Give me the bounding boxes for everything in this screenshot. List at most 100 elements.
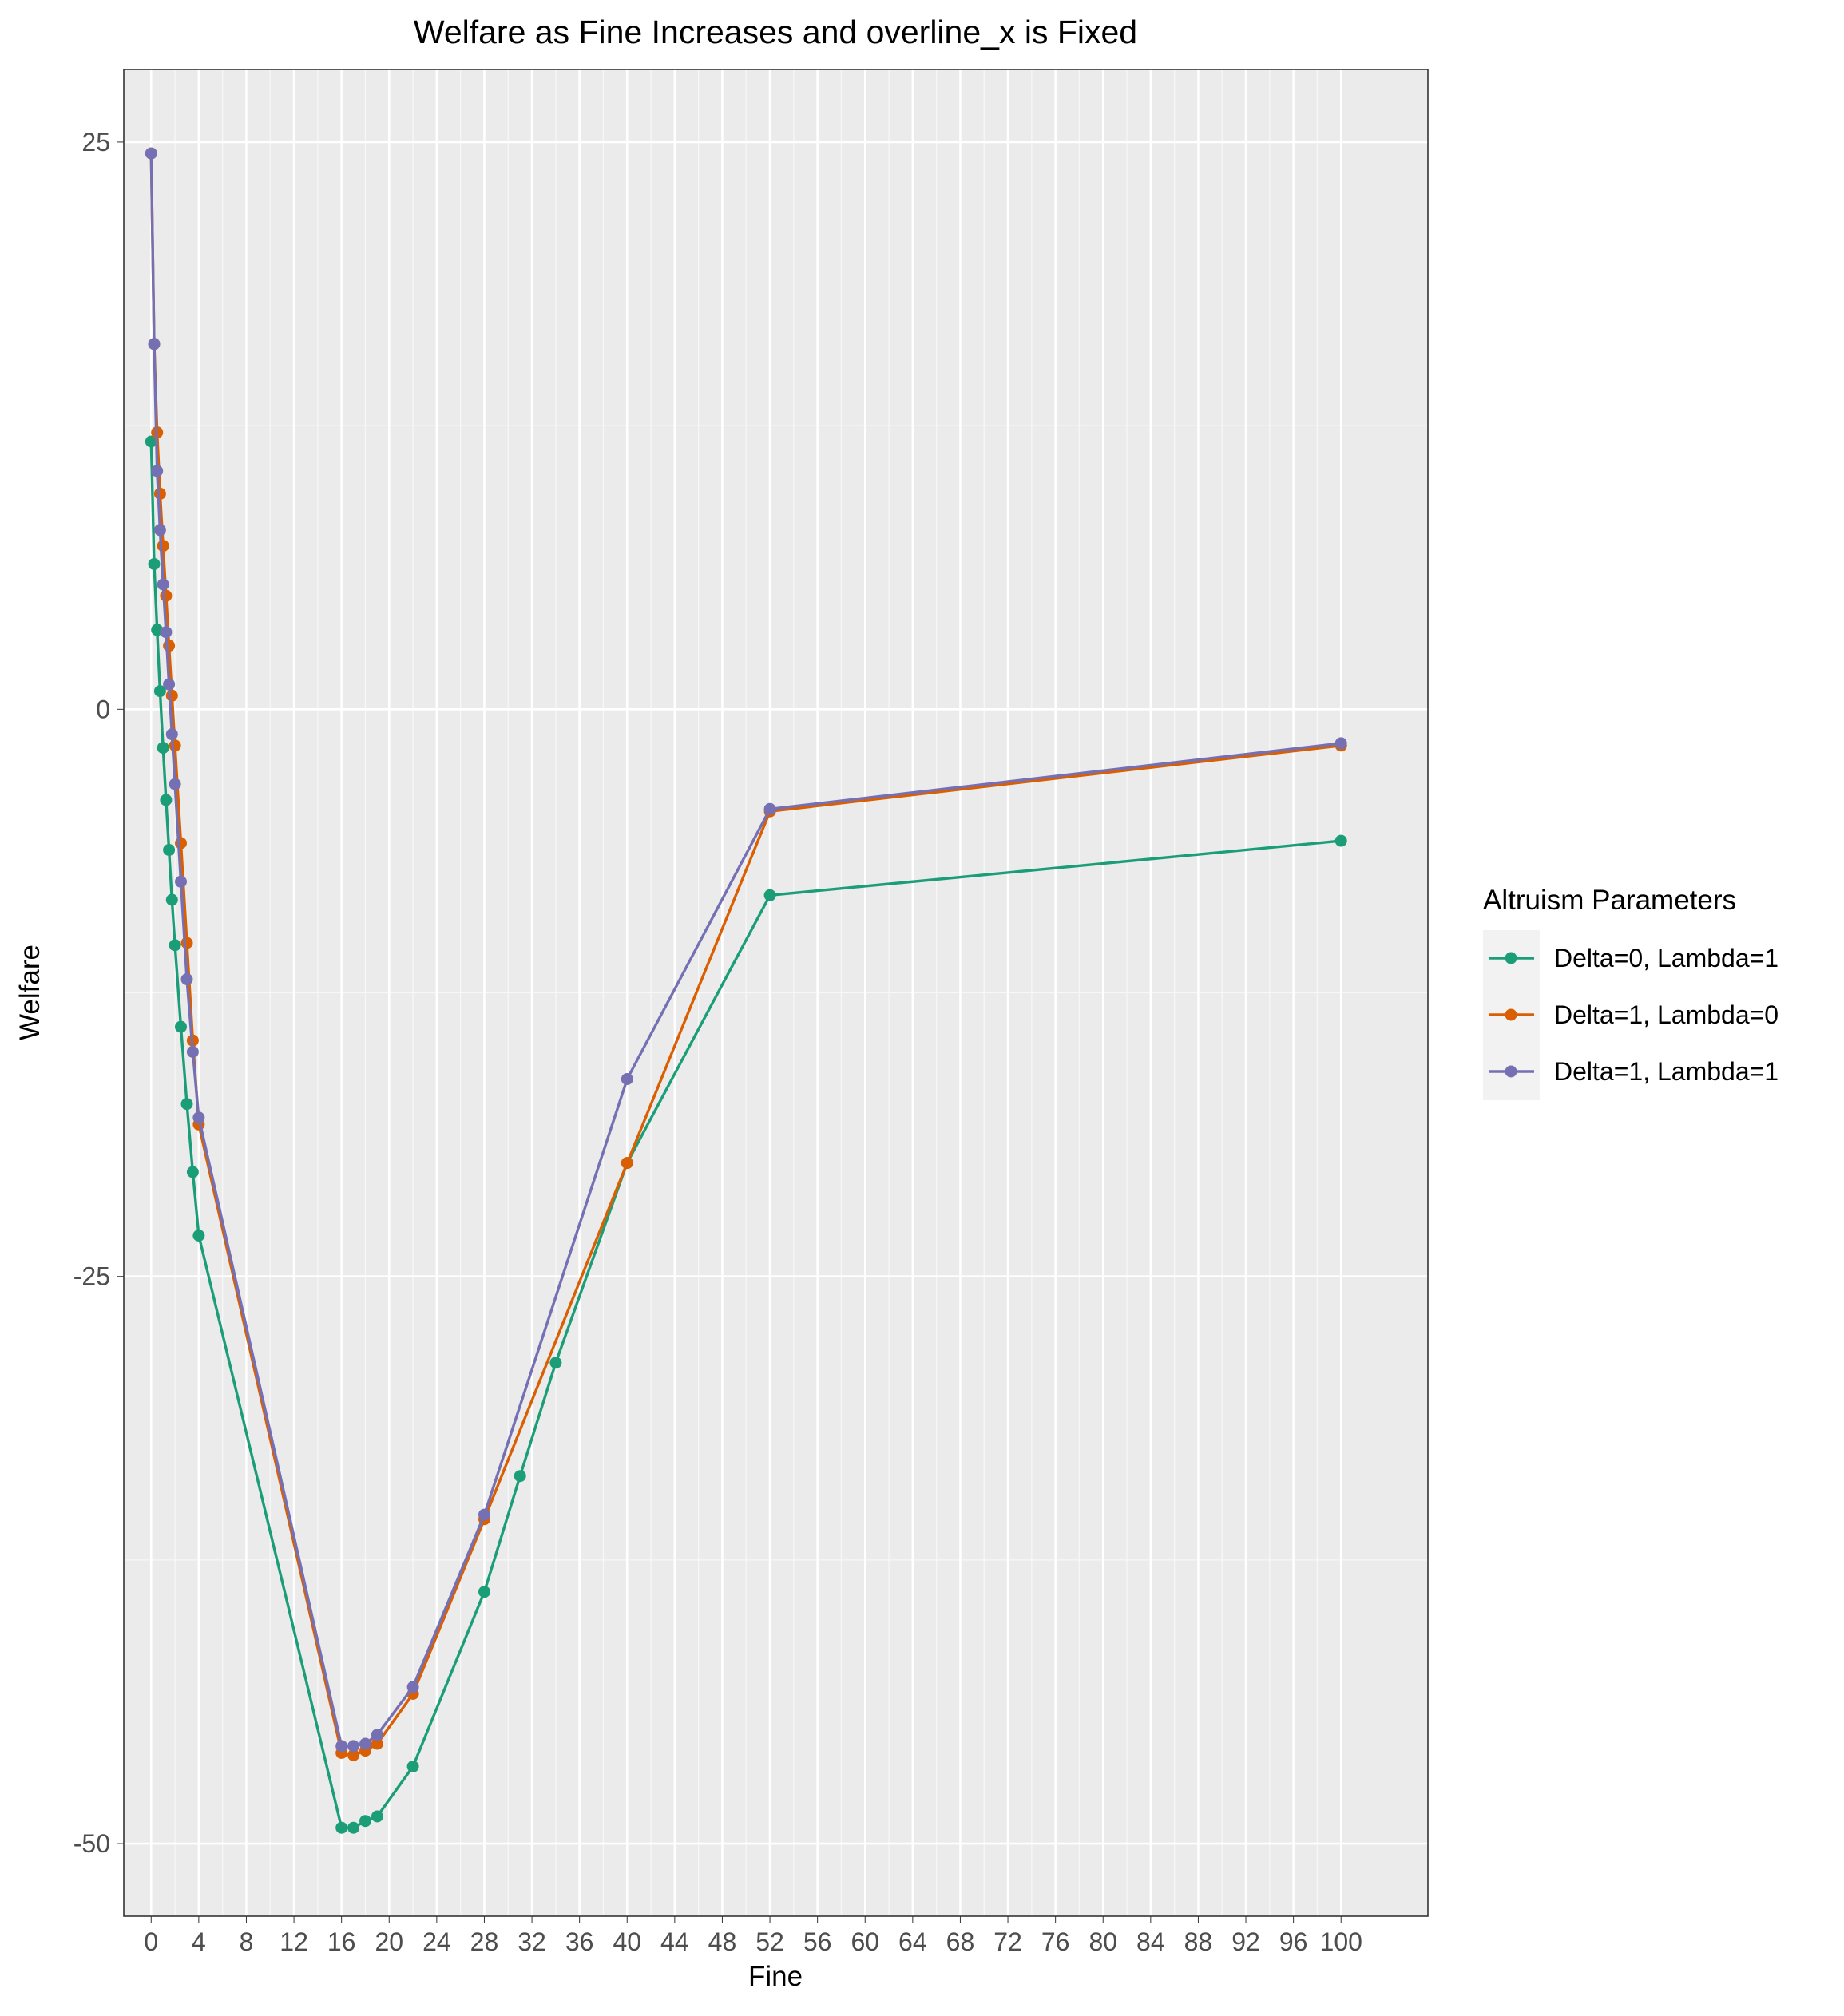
data-point <box>514 1470 526 1483</box>
legend: Altruism Parameters Delta=0, Lambda=1Del… <box>1483 885 1779 1100</box>
x-tick-label: 96 <box>1279 1927 1308 1956</box>
data-point <box>1334 737 1347 750</box>
chart-title: Welfare as Fine Increases and overline_x… <box>414 14 1137 50</box>
data-point <box>153 487 166 500</box>
data-point <box>169 739 181 752</box>
x-tick-label: 56 <box>803 1927 832 1956</box>
series-group <box>145 435 1347 1834</box>
data-point <box>165 728 178 741</box>
data-point <box>192 1111 205 1124</box>
data-point <box>347 1821 360 1834</box>
data-point <box>763 802 776 815</box>
x-tick-label: 100 <box>1320 1927 1362 1956</box>
x-tick-label: 88 <box>1184 1927 1213 1956</box>
data-point <box>359 1737 371 1750</box>
legend-label: Delta=0, Lambda=1 <box>1554 944 1779 972</box>
data-point <box>478 1586 490 1598</box>
data-point <box>192 1230 205 1242</box>
x-tick-label: 12 <box>280 1927 308 1956</box>
data-point <box>175 875 187 888</box>
x-axis-title: Fine <box>748 1961 803 1992</box>
data-point <box>157 742 169 755</box>
data-point <box>335 1740 348 1753</box>
x-tick-label: 48 <box>708 1927 737 1956</box>
legend-key-point <box>1505 1008 1517 1021</box>
legend-title: Altruism Parameters <box>1483 885 1736 916</box>
data-point <box>148 558 161 570</box>
x-tick-label: 72 <box>993 1927 1022 1956</box>
x-tick-label: 68 <box>946 1927 975 1956</box>
x-tick-label: 24 <box>422 1927 451 1956</box>
x-tick-label: 0 <box>144 1927 158 1956</box>
data-point <box>151 465 164 477</box>
series-line <box>149 441 1342 1829</box>
data-point <box>145 147 157 160</box>
data-point <box>160 589 173 602</box>
x-tick-label: 84 <box>1136 1927 1165 1956</box>
minor-gridlines <box>124 69 1428 1916</box>
x-tick-label: 76 <box>1041 1927 1070 1956</box>
data-point <box>153 524 166 537</box>
data-point <box>347 1749 360 1761</box>
data-point <box>406 1681 419 1693</box>
axis-ticks: 0 4 8 12 16 20 24 28 32 36 40 44 48 52 56 60 64 68 72 76 80 8… <box>73 128 1362 1956</box>
data-point <box>145 435 157 448</box>
data-point <box>157 578 169 591</box>
data-point <box>180 973 193 985</box>
x-tick-label: 20 <box>375 1927 403 1956</box>
legend-items: Delta=0, Lambda=1 Delta=1, Lambda=0 Delta=… <box>1489 944 1779 1086</box>
data-point <box>169 939 181 952</box>
data-point <box>359 1815 371 1828</box>
data-point <box>163 678 176 691</box>
data-point <box>371 1737 383 1750</box>
data-point <box>151 624 164 636</box>
data-point <box>163 640 176 652</box>
y-tick-label: -50 <box>73 1829 110 1858</box>
plot-border <box>123 69 1429 1917</box>
data-point <box>186 1166 199 1178</box>
data-point <box>160 626 173 639</box>
x-tick-label: 92 <box>1231 1927 1260 1956</box>
x-tick-label: 32 <box>518 1927 546 1956</box>
data-point <box>549 1357 562 1369</box>
data-point <box>347 1740 360 1753</box>
data-point <box>175 1020 187 1033</box>
legend-key-point <box>1505 952 1517 964</box>
data-point <box>153 685 166 698</box>
major-gridlines <box>124 69 1428 1916</box>
data-series <box>145 147 1347 1834</box>
y-axis-title: Welfare <box>14 945 46 1040</box>
x-tick-label: 52 <box>755 1927 784 1956</box>
x-tick-label: 80 <box>1089 1927 1117 1956</box>
data-point <box>371 1729 383 1741</box>
series-group <box>145 147 1347 1753</box>
data-point <box>160 794 173 806</box>
data-point <box>1334 834 1347 847</box>
x-tick-label: 16 <box>327 1927 356 1956</box>
y-tick-label: 25 <box>81 128 110 156</box>
y-tick-label: -25 <box>73 1262 110 1291</box>
x-tick-label: 64 <box>898 1927 927 1956</box>
data-point <box>148 338 161 351</box>
data-point <box>186 1045 199 1058</box>
legend-label: Delta=1, Lambda=0 <box>1554 1000 1779 1029</box>
series-line <box>149 153 1342 1757</box>
data-point <box>406 1761 419 1772</box>
data-point <box>169 778 181 790</box>
data-point <box>163 844 176 856</box>
x-tick-label: 36 <box>565 1927 594 1956</box>
series-line <box>149 153 1342 1748</box>
data-point <box>175 837 187 850</box>
x-tick-label: 28 <box>470 1927 499 1956</box>
legend-key-point <box>1505 1065 1517 1078</box>
x-tick-label: 44 <box>660 1927 689 1956</box>
data-point <box>157 540 169 553</box>
x-tick-label: 60 <box>851 1927 879 1956</box>
legend-label: Delta=1, Lambda=1 <box>1554 1057 1779 1086</box>
x-tick-label: 8 <box>240 1927 254 1956</box>
data-point <box>371 1810 383 1823</box>
x-tick-label: 40 <box>613 1927 641 1956</box>
x-tick-label: 4 <box>192 1927 206 1956</box>
